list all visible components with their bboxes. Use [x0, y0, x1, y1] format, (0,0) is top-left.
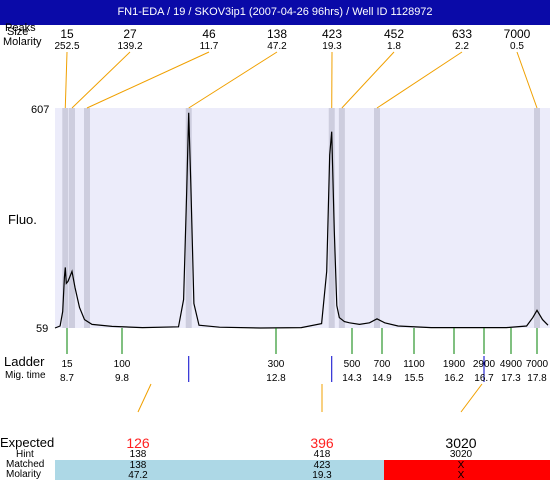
window-title: FN1-EDA / 19 / SKOV3ip1 (2007-04-26 96hr…: [0, 0, 550, 25]
ladder-mig-time-label: 14.9: [372, 373, 392, 384]
expected-result-row: [384, 460, 550, 480]
peak-band: [374, 108, 380, 328]
hint-row-label: Hint: [16, 449, 34, 460]
peak-leader-line: [64, 51, 68, 109]
peak-molarity-label: 0.5: [510, 41, 524, 52]
ladder-size-label: 4900: [500, 359, 523, 370]
peak-size-label: 46: [202, 27, 216, 41]
peak-band: [338, 108, 345, 328]
peak-leader-line: [86, 51, 210, 109]
peak-size-label: 7000: [504, 27, 531, 41]
ladder-mig-time-label: 17.3: [501, 373, 521, 384]
peaks-row-label: Peaks: [5, 22, 36, 34]
ladder-size-label: 100: [114, 359, 131, 370]
matched-molarity-value: X: [458, 470, 465, 480]
peak-molarity-label: 139.2: [117, 41, 142, 52]
molarity-bottom-row-label: Molarity: [6, 469, 42, 480]
peak-size-label: 423: [322, 27, 342, 41]
plot-background: [55, 108, 550, 328]
peak-size-label: 138: [267, 27, 287, 41]
ladder-size-label: 500: [344, 359, 361, 370]
fluo-axis-label: Fluo.: [8, 212, 37, 227]
ladder-size-label: 300: [268, 359, 285, 370]
expected-result-row: [220, 460, 384, 480]
ladder-size-label: 7000: [526, 359, 549, 370]
hint-value: 138: [130, 449, 147, 460]
mig-time-row-label: Mig. time: [5, 370, 46, 381]
matched-value: X: [458, 460, 465, 471]
ladder-mig-time-label: 16.7: [474, 373, 494, 384]
expected-size-label: 3020: [445, 435, 476, 451]
peak-leader-line: [188, 51, 278, 109]
ladder-size-label: 15: [61, 359, 73, 370]
matched-value: 423: [314, 460, 331, 471]
hint-value: 3020: [450, 449, 473, 460]
peak-band: [84, 108, 90, 328]
peak-molarity-label: 252.5: [54, 41, 79, 52]
peak-molarity-label: 11.7: [200, 41, 219, 52]
matched-row-label: Matched: [6, 459, 45, 470]
peak-molarity-label: 19.3: [322, 41, 342, 52]
peak-band: [534, 108, 540, 328]
peak-size-label: 452: [384, 27, 404, 41]
expected-leader-line: [137, 383, 152, 413]
peak-size-label: 27: [123, 27, 137, 41]
peak-leader-line: [376, 51, 463, 109]
peak-band: [185, 108, 192, 328]
matched-molarity-value: 19.3: [312, 470, 332, 480]
y-axis-max-label: 607: [31, 104, 50, 116]
ladder-row-label: Ladder: [4, 354, 45, 369]
peak-leader-line: [71, 51, 131, 109]
peak-molarity-label: 2.2: [455, 41, 469, 52]
molarity-row-label: Molarity: [3, 36, 42, 48]
peak-size-label: 633: [452, 27, 472, 41]
peak-band: [328, 108, 335, 328]
ladder-size-label: 700: [374, 359, 391, 370]
ladder-mig-time-label: 9.8: [115, 373, 129, 384]
peak-band: [69, 108, 75, 328]
peak-leader-line: [341, 51, 395, 109]
expected-leader-line: [460, 383, 483, 413]
peak-leader-line: [516, 51, 538, 109]
peak-molarity-label: 47.2: [267, 41, 287, 52]
expected-size-label: 396: [310, 435, 334, 451]
hint-value: 418: [314, 449, 331, 460]
ladder-mig-time-label: 12.8: [266, 373, 286, 384]
ladder-mig-time-label: 8.7: [60, 373, 74, 384]
peak-band: [62, 108, 69, 328]
matched-molarity-value: 47.2: [128, 470, 148, 480]
peak-molarity-label: 1.8: [387, 41, 401, 52]
peak-size-label: 15: [60, 27, 74, 41]
matched-value: 138: [130, 460, 147, 471]
ladder-size-label: 1100: [403, 359, 425, 370]
expected-row-label: Expected: [0, 435, 55, 450]
expected-result-row: [55, 460, 220, 480]
size-row-label: Size: [7, 26, 29, 38]
ladder-size-label: 1900: [443, 359, 466, 370]
fluorescence-trace: [54, 112, 549, 329]
y-axis-min-label: 59: [36, 323, 49, 335]
ladder-mig-time-label: 15.5: [404, 373, 424, 384]
ladder-mig-time-label: 14.3: [342, 373, 362, 384]
expected-size-label: 126: [126, 435, 150, 451]
ladder-mig-time-label: 17.8: [527, 373, 547, 384]
ladder-mig-time-label: 16.2: [444, 373, 464, 384]
ladder-size-label: 2900: [473, 359, 496, 370]
